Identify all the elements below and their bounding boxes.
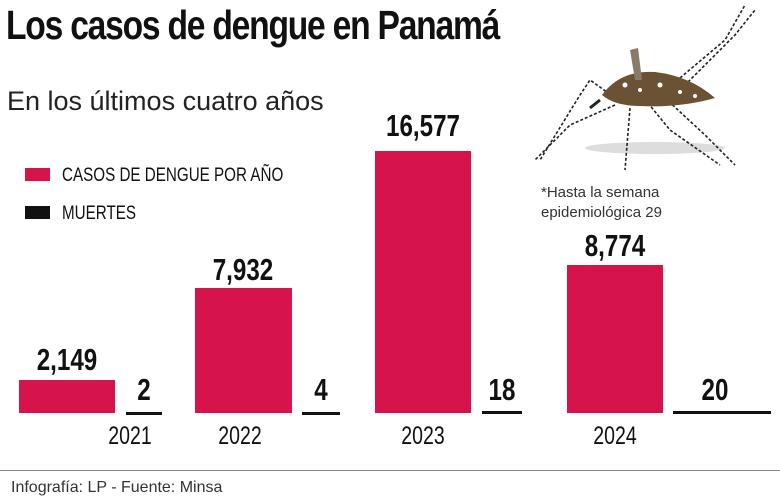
footer-divider	[0, 470, 780, 471]
cases-bar-2023	[375, 151, 471, 413]
year-label-2021: 2021	[108, 422, 152, 450]
cases-value-2023: 16,577	[386, 108, 460, 143]
deaths-value-2022: 4	[314, 372, 328, 407]
cases-bar-2022	[195, 288, 292, 413]
legend-label-cases: CASOS DE DENGUE POR AÑO	[62, 165, 284, 186]
deaths-value-2023: 18	[488, 372, 516, 407]
deaths-value-2021: 2	[137, 372, 151, 407]
year-label-2022: 2022	[218, 422, 262, 450]
legend-swatch-deaths	[25, 206, 50, 219]
legend-swatch-cases	[25, 168, 50, 181]
mosquito-illustration-icon	[534, 4, 756, 171]
year-label-2024: 2024	[593, 422, 637, 450]
source-credit: Infografía: LP - Fuente: Minsa	[11, 479, 223, 496]
chart-subtitle: En los últimos cuatro años	[7, 86, 324, 116]
cases-value-2022: 7,932	[212, 252, 274, 287]
cases-value-2021: 2,149	[36, 342, 98, 377]
cases-bar-2021	[19, 380, 115, 413]
chart-title: Los casos de dengue en Panamá	[6, 2, 500, 48]
footnote-annotation: *Hasta la semana epidemiológica 29	[541, 183, 662, 223]
year-label-2023: 2023	[401, 422, 445, 450]
cases-value-2024: 8,774	[584, 228, 646, 263]
deaths-bar-2023	[482, 411, 522, 414]
footnote-line-1: *Hasta la semana	[541, 184, 660, 201]
deaths-bar-2021	[126, 412, 162, 415]
legend-label-deaths: MUERTES	[62, 203, 137, 224]
deaths-value-2024: 20	[701, 372, 729, 407]
cases-bar-2024	[567, 265, 663, 413]
deaths-bar-2022	[302, 412, 340, 415]
footnote-line-2: epidemiológica 29	[541, 204, 662, 221]
deaths-bar-2024	[673, 411, 771, 414]
